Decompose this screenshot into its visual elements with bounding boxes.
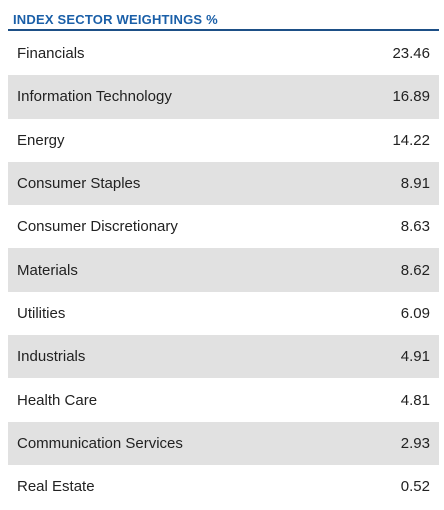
sector-weight: 8.63 — [400, 218, 430, 236]
table-row: Consumer Staples 8.91 — [8, 161, 439, 206]
sector-weight: 6.09 — [400, 304, 430, 322]
table-row: Industrials 4.91 — [8, 335, 439, 379]
panel-title: INDEX SECTOR WEIGHTINGS % — [8, 0, 439, 31]
sector-weightings-table: Financials 23.46 Information Technology … — [8, 32, 439, 508]
sector-weight: 8.62 — [400, 261, 430, 279]
sector-name: Energy — [17, 131, 65, 149]
sector-weight: 4.81 — [400, 391, 430, 409]
sector-weight: 2.93 — [400, 434, 430, 452]
sector-weight: 14.22 — [392, 131, 430, 149]
table-row: Financials 23.46 — [8, 32, 439, 75]
table-row: Information Technology 16.89 — [8, 75, 439, 119]
sector-name: Materials — [17, 261, 78, 279]
table-row: Materials 8.62 — [8, 248, 439, 292]
sector-name: Real Estate — [17, 478, 95, 496]
table-row: Communication Services 2.93 — [8, 421, 439, 465]
sector-weight: 16.89 — [392, 88, 430, 106]
sector-weight: 8.91 — [400, 175, 430, 193]
sector-name: Industrials — [17, 348, 86, 366]
sector-name: Financials — [17, 45, 85, 63]
table-row: Real Estate 0.52 — [8, 465, 439, 508]
sector-weightings-panel: INDEX SECTOR WEIGHTINGS % Financials 23.… — [8, 0, 439, 508]
table-row: Utilities 6.09 — [8, 292, 439, 335]
table-row: Health Care 4.81 — [8, 378, 439, 421]
sector-name: Health Care — [17, 391, 98, 409]
sector-name: Utilities — [17, 304, 66, 322]
table-row: Consumer Discretionary 8.63 — [8, 205, 439, 248]
sector-name: Communication Services — [17, 434, 183, 452]
sector-name: Consumer Discretionary — [17, 218, 178, 236]
sector-weight: 0.52 — [400, 478, 430, 496]
table-row: Energy 14.22 — [8, 119, 439, 162]
sector-weight: 23.46 — [392, 45, 430, 63]
sector-name: Consumer Staples — [17, 175, 141, 193]
sector-name: Information Technology — [17, 88, 172, 106]
sector-weight: 4.91 — [400, 348, 430, 366]
